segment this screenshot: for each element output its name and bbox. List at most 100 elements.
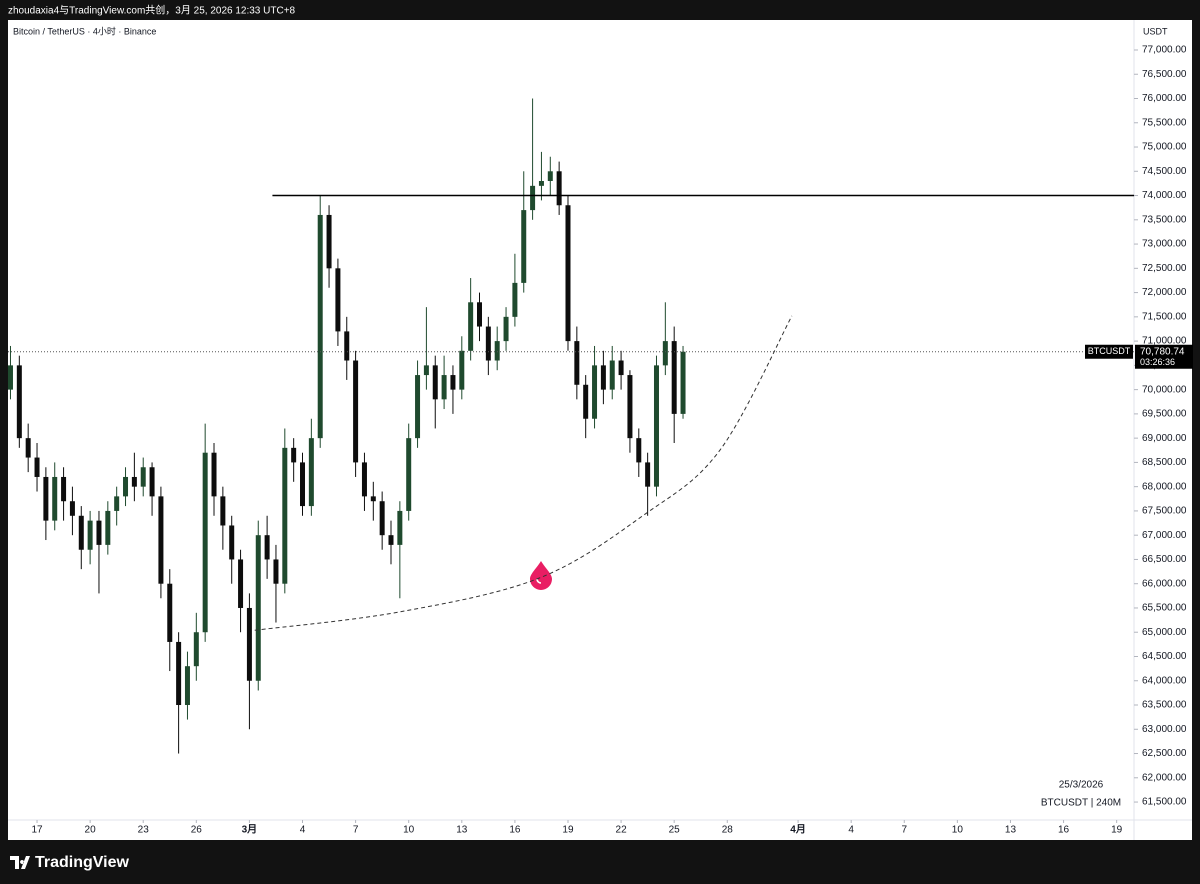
candle-body (25, 438, 31, 458)
y-tick-label: 74,000.00 (1142, 190, 1187, 201)
candle-body (105, 510, 111, 545)
candles (7, 98, 686, 754)
last-price-bg (1135, 344, 1193, 369)
candle-body (485, 326, 491, 361)
candle-body (87, 520, 93, 550)
candle-body (512, 282, 518, 317)
candle-body (618, 360, 624, 376)
candle-body (636, 438, 642, 463)
candle-body (556, 171, 562, 206)
candle-body (468, 302, 474, 351)
candle-body (450, 375, 456, 390)
candle-body (441, 375, 447, 400)
candle-body (184, 666, 190, 706)
candle-body (609, 360, 615, 390)
candle-body (167, 583, 173, 642)
candle-body (246, 607, 252, 681)
header-text: zhoudaxia4与TradingView.com共创，3月 25, 2026… (8, 4, 296, 17)
y-tick-label: 65,500.00 (1142, 603, 1187, 614)
y-tick-label: 67,500.00 (1142, 506, 1187, 517)
candle-body (291, 447, 297, 463)
candle-body (255, 535, 261, 681)
candle-body (361, 462, 367, 497)
x-tick-label: 7 (353, 825, 359, 836)
y-tick-label: 64,000.00 (1142, 675, 1187, 686)
y-tick-label: 71,000.00 (1142, 336, 1187, 347)
last-price-label: 70,780.74 (1140, 346, 1185, 357)
candle-body (671, 341, 677, 414)
y-tick-label: 67,000.00 (1142, 530, 1187, 541)
candle-body (680, 351, 686, 414)
logo-mark (10, 856, 30, 869)
candle-body (494, 341, 500, 361)
candle-body (530, 185, 536, 211)
candle-body (326, 214, 332, 269)
candle-body (379, 501, 385, 536)
candle-body (415, 375, 421, 439)
chart-panel (8, 20, 1192, 840)
y-tick-label: 61,500.00 (1142, 797, 1187, 808)
candle-body (264, 535, 270, 560)
candle-body (52, 476, 58, 521)
candle-body (158, 496, 164, 584)
candle-body (211, 452, 217, 497)
candle-body (300, 462, 306, 507)
candle-body (149, 467, 155, 497)
candle-body (459, 350, 465, 390)
y-tick-label: 72,000.00 (1142, 287, 1187, 298)
symbol-tag-bg (1085, 344, 1133, 359)
candle-body (34, 457, 40, 477)
candle-body (370, 496, 376, 502)
x-tick-label: 10 (952, 825, 964, 836)
x-tick-label: 4 (300, 825, 306, 836)
candle-body (423, 365, 429, 376)
candle-body (388, 535, 394, 545)
y-tick-label: 69,500.00 (1142, 409, 1187, 420)
candle-body (220, 496, 226, 526)
y-tick-label: 73,000.00 (1142, 239, 1187, 250)
y-tick-label: 71,500.00 (1142, 311, 1187, 322)
candle-body (114, 496, 120, 511)
y-tick-label: 68,500.00 (1142, 457, 1187, 468)
x-tick-label: 19 (1111, 825, 1123, 836)
y-tick-label: 74,500.00 (1142, 166, 1187, 177)
y-tick-label: 75,500.00 (1142, 117, 1187, 128)
x-tick-label: 25 (669, 825, 681, 836)
footer-logo: TradingView (10, 854, 130, 871)
countdown: 03:26:36 (1140, 357, 1175, 367)
candle-body (193, 632, 199, 667)
candle-body (476, 302, 482, 327)
y-tick-label: 73,500.00 (1142, 214, 1187, 225)
y-tick-label: 76,000.00 (1142, 93, 1187, 104)
candle-body (43, 476, 49, 521)
symbol-tag: BTCUSDT (1088, 346, 1131, 356)
candle-body (547, 171, 553, 181)
x-tick-label: 28 (722, 825, 734, 836)
y-tick-label: 69,000.00 (1142, 433, 1187, 444)
y-tick-label: 70,000.00 (1142, 384, 1187, 395)
x-tick-label: 16 (509, 825, 521, 836)
candle-body (238, 559, 244, 608)
candle-body (503, 316, 509, 342)
candle-body (176, 641, 182, 706)
footer-brand: TradingView (35, 854, 130, 871)
candle-body (96, 520, 102, 545)
x-tick-label: 20 (85, 825, 97, 836)
y-tick-label: 65,000.00 (1142, 627, 1187, 638)
y-tick-label: 66,000.00 (1142, 578, 1187, 589)
candle-body (645, 462, 651, 487)
candle-body (406, 438, 412, 511)
candle-body (308, 438, 314, 507)
chart-title: Bitcoin / TetherUS · 4小时 · Binance (13, 25, 156, 36)
candle-body (344, 331, 350, 361)
candle-body (7, 365, 13, 390)
y-tick-label: 72,500.00 (1142, 263, 1187, 274)
x-tick-label: 19 (562, 825, 574, 836)
candle-body (538, 180, 544, 186)
drop-shape (530, 561, 552, 590)
candle-body (202, 452, 208, 633)
candle-body (627, 375, 633, 439)
x-tick-label: 23 (138, 825, 150, 836)
